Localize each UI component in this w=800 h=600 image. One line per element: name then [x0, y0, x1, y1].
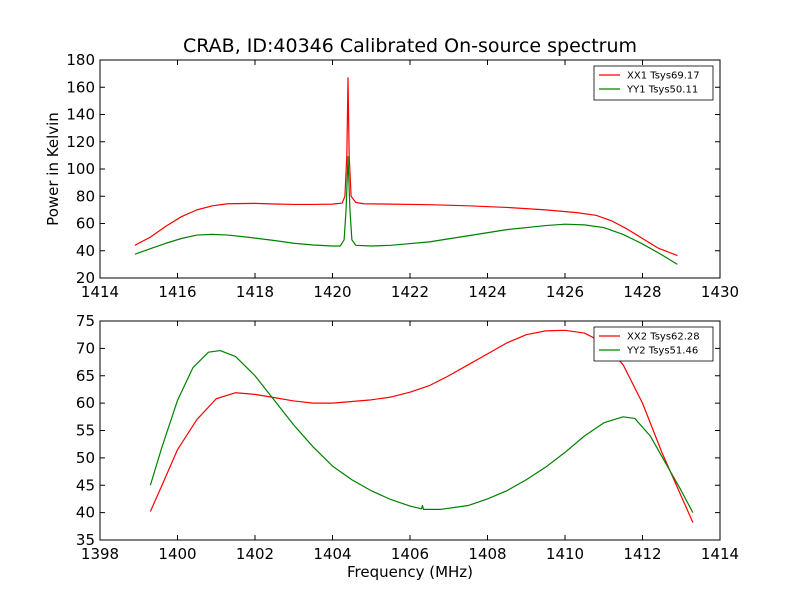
plot2-legend-label-1: XX2 Tsys62.28 [627, 332, 700, 343]
plot1-xtick-label: 1416 [158, 283, 196, 301]
plot1-xtick-label: 1426 [546, 283, 584, 301]
plot2-xtick-label: 1410 [546, 545, 584, 563]
plot1-series-group [134, 77, 678, 265]
plot2-ytick-label: 75 [76, 312, 95, 330]
plot1-ytick-label: 60 [76, 215, 95, 233]
plot1-frame [99, 59, 721, 279]
plot2-ytick-label: 60 [76, 394, 95, 412]
plot1-ytick-label: 140 [66, 106, 95, 124]
plot1-ytick-label: 120 [66, 133, 95, 151]
plot2-ytick-label: 40 [76, 504, 95, 522]
plot1-ytick-label: 100 [66, 160, 95, 178]
plot2-xtick-label: 1406 [391, 545, 429, 563]
plot2-xtick-label: 1414 [701, 545, 739, 563]
plot1-xtick-label: 1414 [81, 283, 119, 301]
plot2-ytick-label: 50 [76, 449, 95, 467]
plot1-legend: XX1 Tsys69.17 YY1 Tsys50.11 [593, 65, 714, 101]
plot2-xtick-label: 1398 [81, 545, 119, 563]
plot1-legend-label-2: YY1 Tsys50.11 [626, 85, 698, 96]
plot1-ylabel: Power in Kelvin [44, 112, 62, 226]
plot1-xtick-label: 1428 [623, 283, 661, 301]
plot2-xtick-label: 1400 [158, 545, 196, 563]
plot1-series-line-1 [134, 77, 678, 257]
plot1-ytick-label: 20 [76, 269, 95, 287]
plot1-group: 1414 1416 1418 1420 1422 1424 1426 1428 1430 20 40… [44, 35, 739, 301]
plot2-frame [99, 320, 721, 541]
plot2-xtick-label: 1402 [236, 545, 274, 563]
plot2-ytick-label: 65 [76, 367, 95, 385]
plot2-ytick-label: 70 [76, 339, 95, 357]
plot2-ytick-label: 35 [76, 531, 95, 549]
plot1-ytick-label: 80 [76, 187, 95, 205]
plot1-xtick-label: 1422 [391, 283, 429, 301]
plot1-xtick-label: 1420 [313, 283, 351, 301]
plot1-legend-label-1: XX1 Tsys69.17 [627, 71, 700, 82]
plot1-ytick-label: 160 [66, 78, 95, 96]
plot1-xtick-label: 1418 [236, 283, 274, 301]
plot2-legend: XX2 Tsys62.28 YY2 Tsys51.46 [593, 326, 714, 362]
plot1-ytick-label: 40 [76, 242, 95, 260]
plot2-ytick-label: 55 [76, 422, 95, 440]
plot2-legend-label-2: YY2 Tsys51.46 [626, 346, 698, 357]
plot1-ytick-label: 180 [66, 51, 95, 69]
plot1-legend-box [593, 65, 714, 101]
plot1-title: CRAB, ID:40346 Calibrated On-source spec… [183, 35, 637, 57]
plot2-ytick-label: 45 [76, 476, 95, 494]
plot2-group: 1398 1400 1402 1404 1406 1408 1410 1412 1414 35 40… [76, 312, 739, 581]
plot1-xtick-label: 1424 [468, 283, 506, 301]
plot2-series-line-2 [149, 349, 694, 513]
plot1-xtick-label: 1430 [701, 283, 739, 301]
plot2-legend-box [593, 326, 714, 362]
plot2-xtick-label: 1412 [623, 545, 661, 563]
plot2-xtick-label: 1408 [468, 545, 506, 563]
plot2-xlabel: Frequency (MHz) [347, 563, 473, 581]
plot2-xtick-label: 1404 [313, 545, 351, 563]
plot1-series-line-2 [134, 156, 678, 265]
